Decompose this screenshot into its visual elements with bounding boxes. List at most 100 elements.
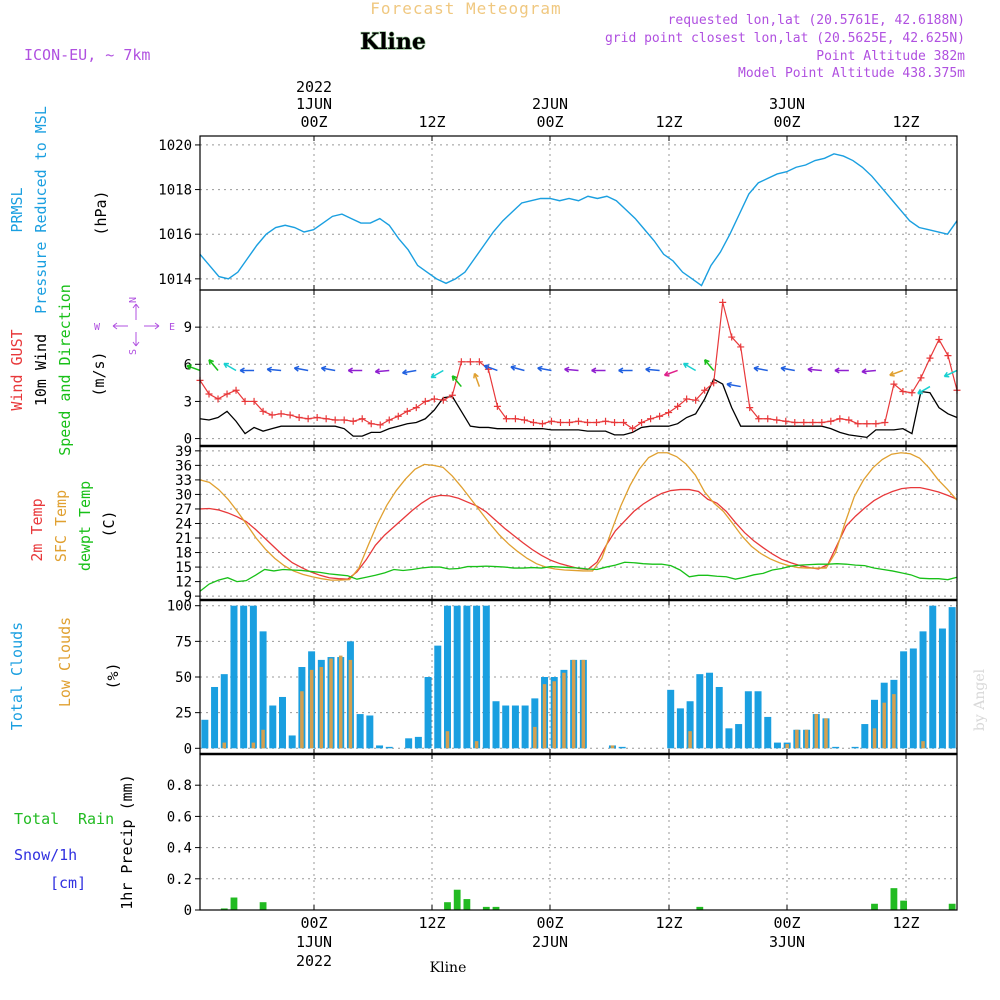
station-name: Kline bbox=[360, 29, 426, 55]
ytick-label-4-2: 0.4 bbox=[167, 841, 192, 857]
low-clouds-bar-25 bbox=[445, 731, 450, 749]
panel-frame-0 bbox=[199, 135, 958, 291]
sfc-temp-line bbox=[199, 452, 958, 581]
low-clouds-bar-74 bbox=[921, 741, 925, 749]
total-clouds-bar-77 bbox=[948, 607, 956, 749]
precip-bar-69 bbox=[871, 903, 878, 910]
ytick-label-0-0: 1014 bbox=[158, 272, 192, 288]
total-clouds-bar-76 bbox=[938, 628, 946, 749]
gust-marker-14 bbox=[322, 415, 330, 423]
gust-marker-82 bbox=[935, 336, 943, 344]
total-clouds-bar-65 bbox=[832, 746, 840, 749]
gust-marker-25 bbox=[421, 397, 429, 405]
legend-rain: Rain bbox=[78, 810, 114, 828]
total-clouds-bar-59 bbox=[773, 742, 781, 749]
wind-direction-arrow-27 bbox=[834, 367, 849, 374]
wind-label: 10m Wind bbox=[32, 334, 50, 406]
low-clouds-bar-39 bbox=[581, 659, 586, 749]
gust-marker-53 bbox=[674, 402, 682, 410]
gust-marker-4 bbox=[232, 386, 240, 394]
total-clouds-bar-27 bbox=[463, 605, 471, 749]
gust-label: Wind GUST bbox=[8, 329, 26, 410]
ytick-label-2-8: 33 bbox=[175, 473, 192, 489]
wind-direction-arrow-8 bbox=[374, 368, 390, 375]
gust-marker-46 bbox=[611, 418, 619, 426]
gust-marker-79 bbox=[908, 389, 916, 397]
gust-marker-70 bbox=[827, 417, 835, 425]
total-clouds-bar-49 bbox=[676, 708, 684, 749]
gust-marker-3 bbox=[223, 390, 231, 398]
gust-marker-62 bbox=[755, 415, 763, 423]
gust-marker-69 bbox=[818, 418, 826, 426]
gust-marker-39 bbox=[547, 417, 555, 425]
precip-bar-51 bbox=[696, 906, 704, 910]
gust-marker-56 bbox=[701, 386, 709, 394]
wind-direction-arrow-11 bbox=[451, 375, 462, 388]
gust-marker-38 bbox=[538, 420, 546, 428]
gust-marker-83 bbox=[944, 352, 952, 360]
low-clouds-bar-15 bbox=[348, 659, 353, 749]
ytick-label-2-0: 9 bbox=[184, 589, 192, 605]
low-clouds-label: Low Clouds bbox=[56, 617, 74, 707]
low-clouds-bar-11 bbox=[309, 669, 314, 749]
total-clouds-bar-68 bbox=[861, 724, 869, 749]
gust-marker-60 bbox=[737, 343, 745, 351]
ytick-label-4-4: 0.8 bbox=[167, 778, 192, 794]
precip-bar-26 bbox=[453, 889, 461, 910]
gust-marker-78 bbox=[899, 388, 907, 396]
ytick-label-4-0: 0 bbox=[184, 903, 192, 919]
gust-marker-51 bbox=[656, 412, 664, 420]
wind-direction-arrow-16 bbox=[564, 366, 579, 373]
total-clouds-bar-69 bbox=[871, 699, 879, 749]
low-clouds-bar-71 bbox=[892, 694, 896, 749]
top-time-label-3: 00Z bbox=[536, 113, 563, 131]
top-day-label-1: 1JUN bbox=[296, 95, 332, 113]
gust-marker-52 bbox=[665, 409, 673, 417]
gust-marker-45 bbox=[602, 417, 610, 425]
temp-label: 2m Temp bbox=[28, 498, 46, 561]
ytick-label-2-2: 15 bbox=[175, 560, 192, 576]
wind-direction-arrow-25 bbox=[780, 365, 795, 372]
dewpt-label: dewpt Temp bbox=[76, 481, 94, 571]
gust-marker-61 bbox=[746, 404, 754, 412]
wind-direction-arrow-4 bbox=[266, 366, 282, 373]
gust-marker-24 bbox=[412, 404, 420, 412]
gust-marker-33 bbox=[493, 402, 501, 410]
low-clouds-bar-42 bbox=[610, 745, 615, 749]
total-clouds-bar-32 bbox=[511, 705, 519, 749]
low-clouds-bar-6 bbox=[261, 729, 265, 749]
wind-direction-arrow-0 bbox=[186, 364, 201, 372]
total-clouds-bar-0 bbox=[201, 719, 209, 749]
wind-direction-arrow-26 bbox=[807, 366, 822, 373]
low-clouds-bar-13 bbox=[329, 658, 333, 749]
precip-bar-71 bbox=[890, 888, 898, 910]
requested-coords: requested lon,lat (20.5761E, 42.6188N) bbox=[668, 13, 965, 28]
gust-marker-6 bbox=[250, 397, 258, 405]
gust-marker-44 bbox=[593, 418, 601, 426]
pressure-line bbox=[199, 153, 958, 287]
wind-direction-arrow-2 bbox=[223, 362, 237, 372]
total-clouds-bar-74 bbox=[919, 631, 927, 749]
gust-marker-35 bbox=[511, 415, 519, 423]
wind-direction-arrow-29 bbox=[889, 369, 904, 377]
ytick-label-1-1: 3 bbox=[184, 394, 192, 410]
gust-marker-2 bbox=[214, 395, 222, 403]
gust-marker-41 bbox=[565, 418, 573, 426]
gust-marker-11 bbox=[295, 414, 303, 422]
gust-marker-73 bbox=[854, 420, 862, 428]
low-clouds-bar-37 bbox=[562, 672, 566, 749]
total-clouds-bar-9 bbox=[288, 735, 296, 749]
total-clouds-bar-1 bbox=[211, 686, 219, 749]
gust-marker-55 bbox=[692, 396, 700, 404]
compass-s: S bbox=[128, 349, 139, 355]
low-clouds-bar-10 bbox=[300, 691, 304, 749]
grid-point-coords: grid point closest lon,lat (20.5625E, 42… bbox=[605, 31, 965, 46]
gust-marker-13 bbox=[313, 414, 321, 422]
gust-marker-72 bbox=[845, 416, 853, 424]
low-clouds-bar-70 bbox=[882, 702, 886, 749]
total-clouds-bar-56 bbox=[744, 691, 752, 749]
gust-marker-42 bbox=[575, 417, 582, 425]
ytick-label-4-3: 0.6 bbox=[167, 809, 192, 825]
total-clouds-bar-25 bbox=[443, 605, 451, 749]
legend-snow: Snow/1h bbox=[14, 846, 77, 864]
